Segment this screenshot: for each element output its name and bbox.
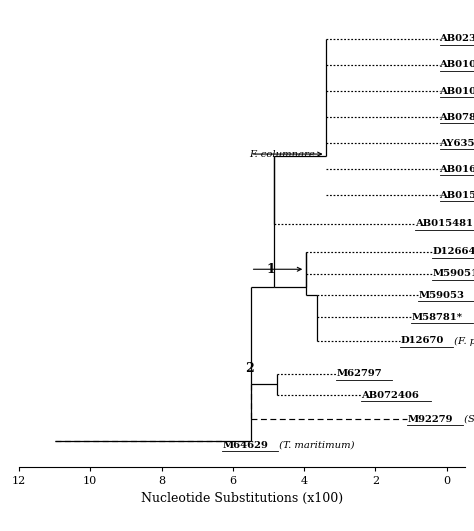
Text: M59053: M59053 (418, 291, 464, 300)
Text: AB015480: AB015480 (439, 191, 474, 200)
Text: AB078047: AB078047 (439, 113, 474, 122)
Text: F. columnare: F. columnare (249, 150, 315, 159)
Text: 1: 1 (267, 263, 275, 276)
Text: AB015481: AB015481 (415, 219, 473, 228)
Text: M64629: M64629 (222, 441, 268, 450)
Text: M58781*: M58781* (411, 313, 462, 322)
Text: M62797: M62797 (336, 369, 382, 378)
Text: M59051: M59051 (432, 269, 474, 278)
Text: (T. maritimum): (T. maritimum) (276, 441, 355, 450)
Text: (S. salegens): (S. salegens) (461, 415, 474, 424)
Text: (F. phychrophilum): (F. phychrophilum) (451, 337, 474, 346)
Text: AB072406: AB072406 (361, 391, 419, 400)
Text: AB016515: AB016515 (439, 165, 474, 174)
Text: D12664: D12664 (432, 247, 474, 256)
X-axis label: Nucleotide Substitutions (x100): Nucleotide Substitutions (x100) (141, 492, 343, 504)
Text: 2: 2 (246, 362, 254, 375)
Text: AB010952: AB010952 (439, 61, 474, 70)
Text: M92279: M92279 (408, 415, 453, 424)
Text: AB023660: AB023660 (439, 35, 474, 44)
Text: AB010951: AB010951 (439, 87, 474, 96)
Text: D12670: D12670 (401, 337, 444, 346)
Text: AY635167: AY635167 (439, 139, 474, 148)
